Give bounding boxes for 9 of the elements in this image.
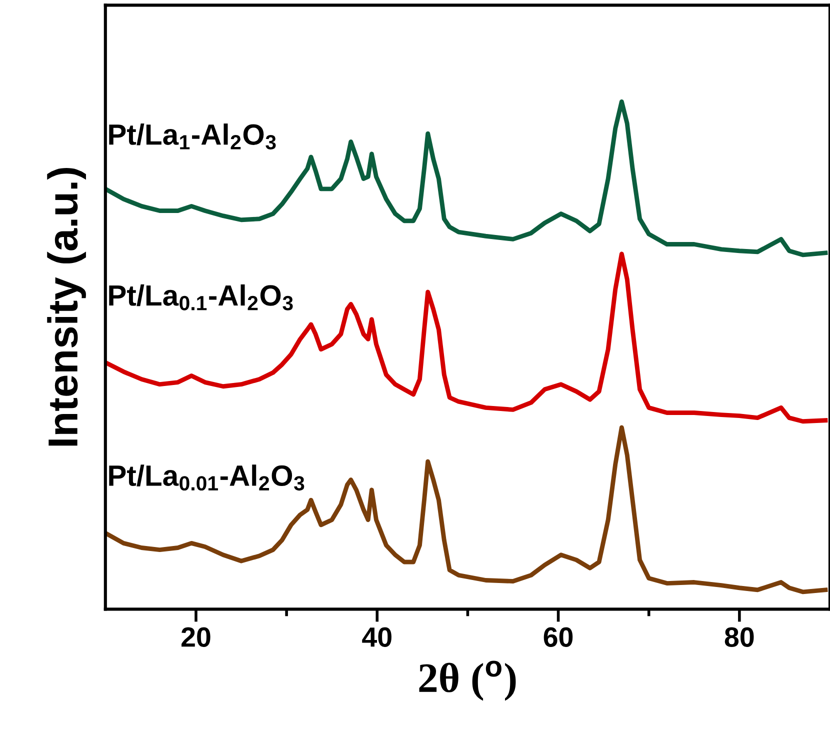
x-axis-title: 2θ ($^{o}$) [419,660,516,701]
x-tick-label: 20 [182,627,210,647]
series-label: Pt/La$_{0.01}$-Al$_{2}$O$_{3}$ [109,464,304,491]
series-label: Pt/La$_{1}$-Al$_{2}$O$_{3}$ [109,124,276,150]
x-tick-label: 80 [724,627,754,647]
x-tick-label: 40 [362,627,392,647]
series-label: Pt/La$_{0.1}$-Al$_{2}$O$_{3}$ [109,284,293,310]
x-tick-label: 60 [544,627,573,647]
y-axis-title: Intensity (a.u.) [47,168,86,446]
